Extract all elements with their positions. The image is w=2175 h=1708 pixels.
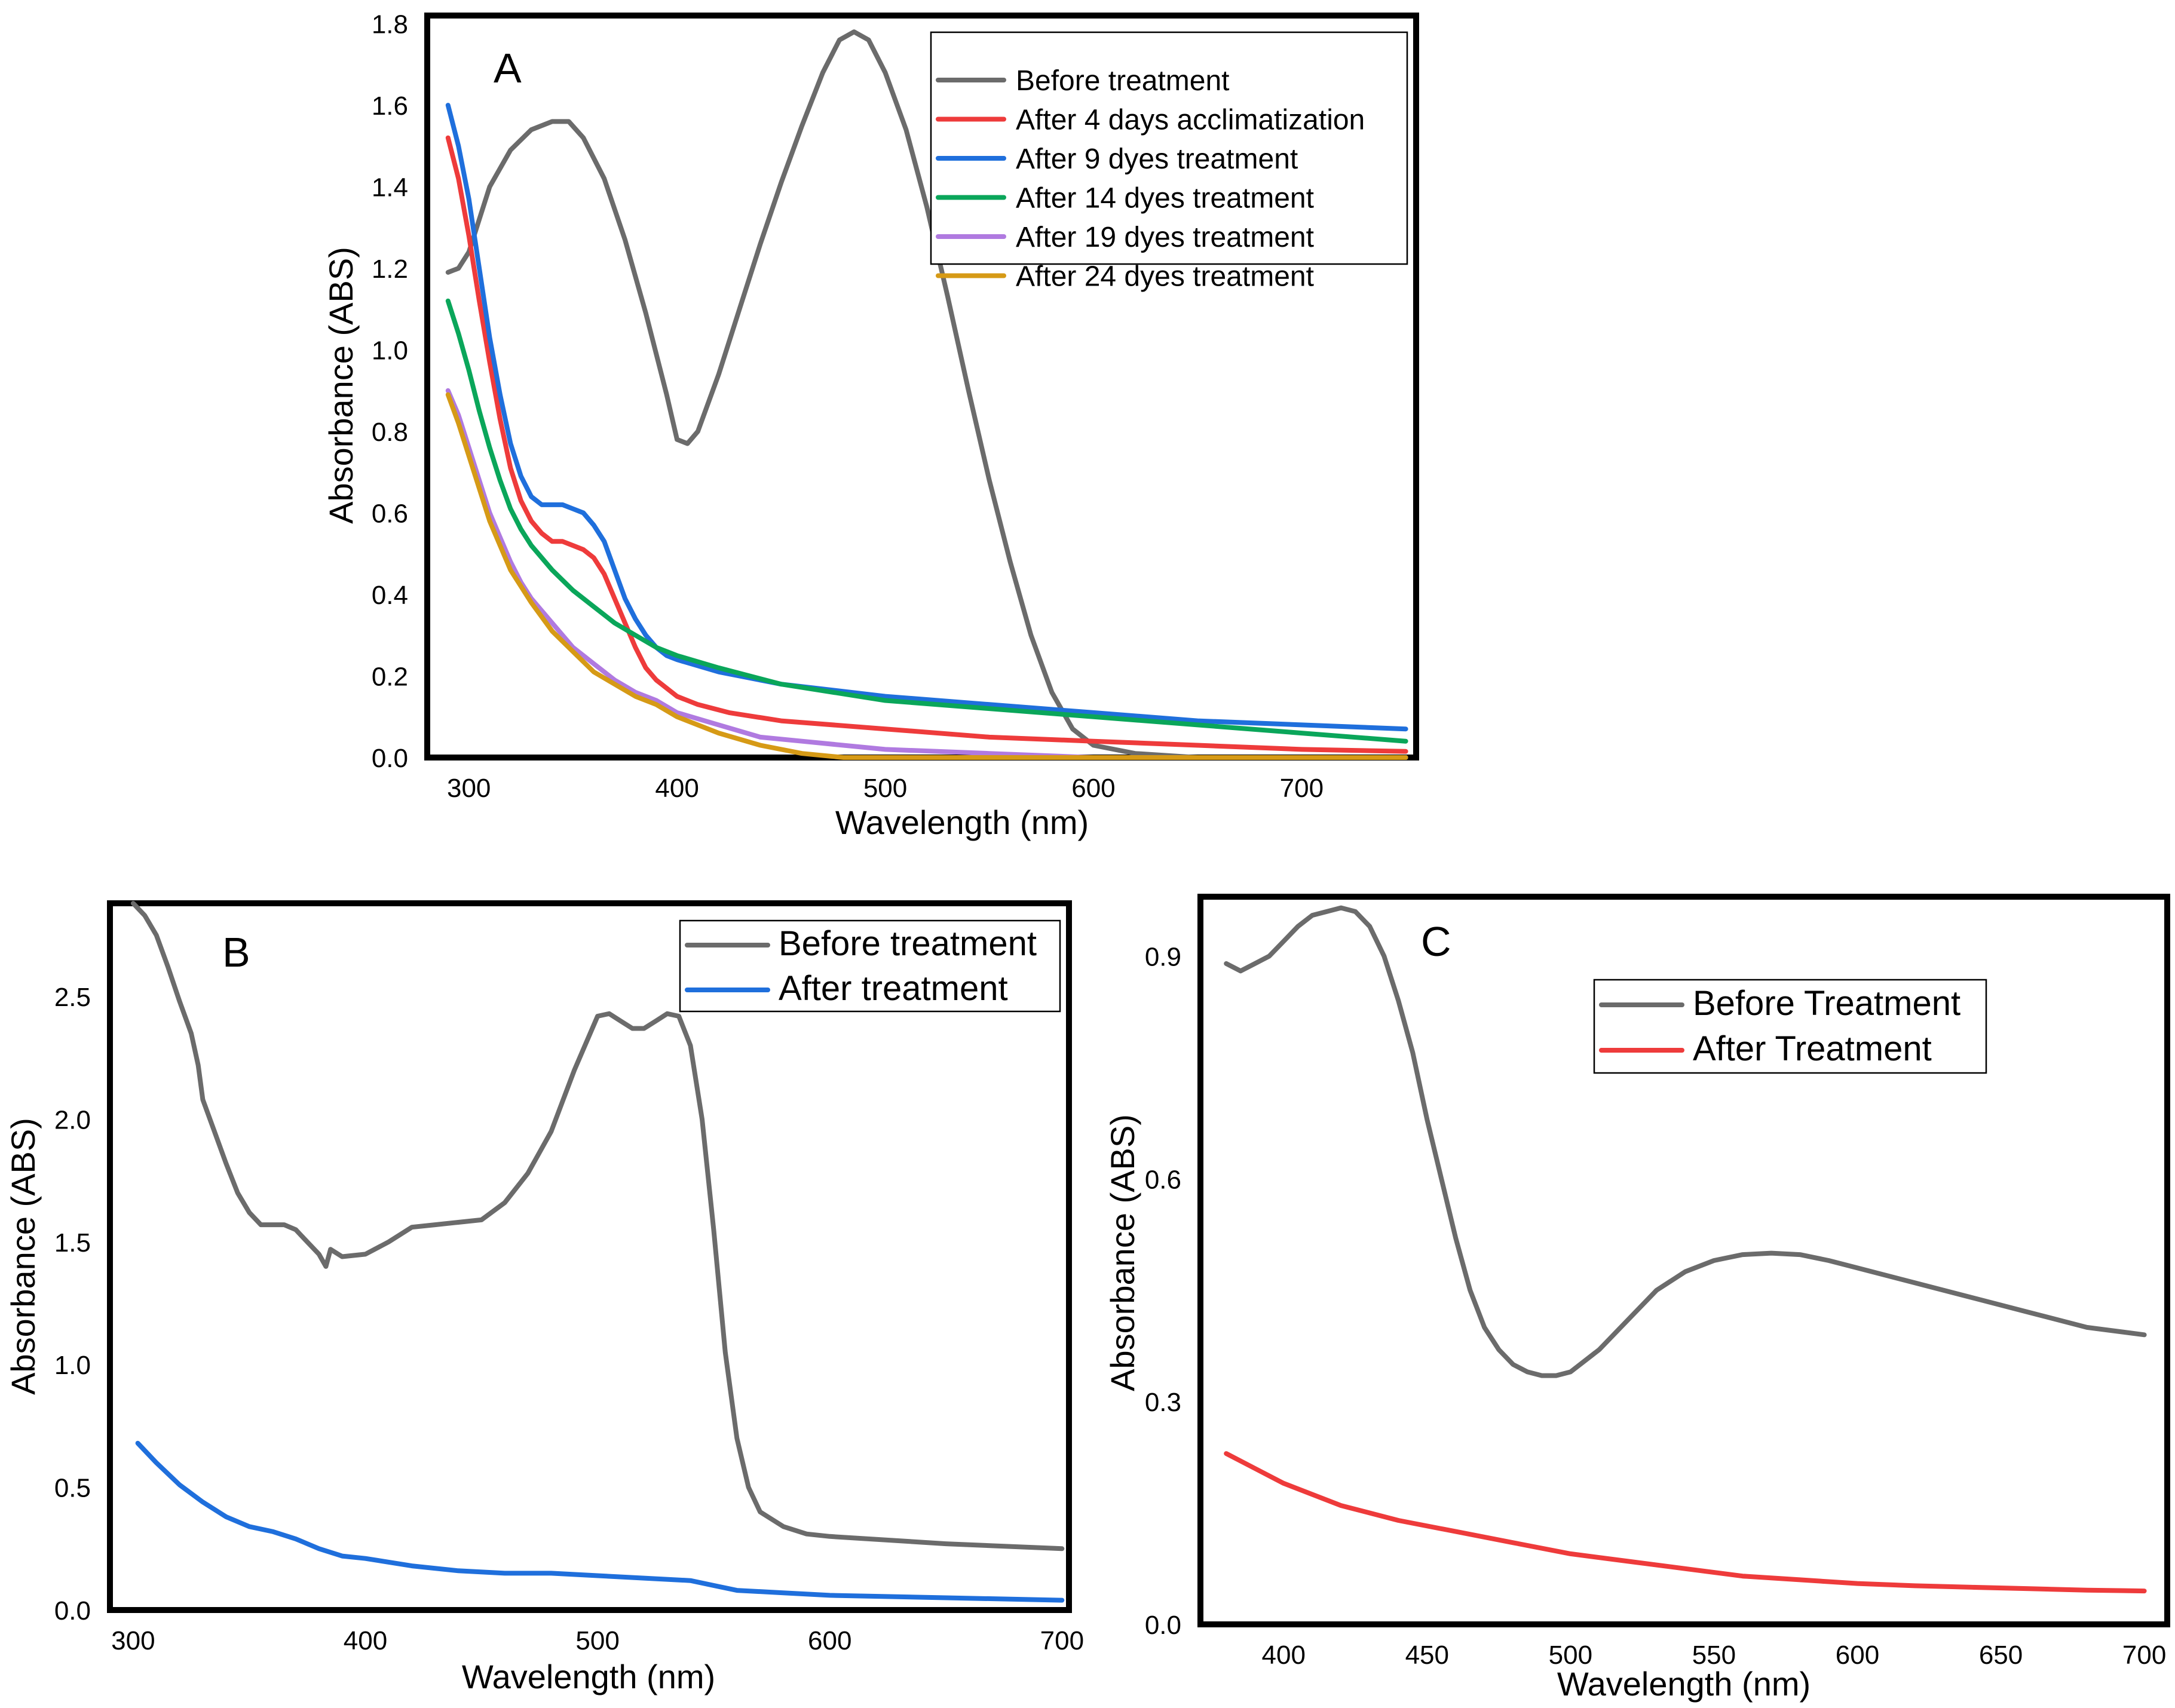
y-tick-label: 1.0	[372, 336, 408, 366]
x-tick-label: 700	[1040, 1626, 1084, 1655]
x-axis-label-c: Wavelength (nm)	[1557, 1665, 1811, 1703]
legend-a: Before treatment After 4 days acclimatiza…	[930, 31, 1408, 293]
panel-label-b: B	[222, 929, 250, 976]
series-line-a-3	[445, 103, 1408, 732]
x-tick-label: 550	[1692, 1640, 1736, 1670]
x-tick-label: 500	[1549, 1640, 1592, 1670]
chart-panel-a: 300 400 500 600 700 0.0 0.2 0.4 0.6 0.8 1.0 1.2 1.4 1…	[322, 10, 1419, 841]
x-axis-label-a: Wavelength (nm)	[835, 804, 1089, 841]
series-line-a-6	[445, 392, 1408, 760]
ticks-a: 300 400 500 600 700 0.0 0.2 0.4 0.6 0.8 1.0 1.2 1.4 1…	[372, 10, 1324, 803]
y-tick-label: 0.6	[1145, 1165, 1181, 1194]
y-tick-label: 0.5	[54, 1474, 91, 1503]
y-tick-label: 0.4	[372, 581, 408, 610]
y-tick-label: 0.6	[372, 499, 408, 529]
x-tick-label: 500	[863, 774, 907, 803]
y-tick-label: 1.6	[372, 91, 408, 121]
y-tick-label: 2.5	[54, 983, 91, 1012]
x-tick-label: 700	[2122, 1640, 2166, 1670]
x-tick-label: 450	[1405, 1640, 1449, 1670]
legend-entry-label: After 24 dyes treatment	[1016, 261, 1314, 293]
legend-box-a	[930, 31, 1408, 265]
legend-box-c	[1593, 979, 1987, 1074]
series-b	[130, 901, 1065, 1603]
x-tick-label: 500	[575, 1626, 619, 1655]
legend-entry-label: After 4 days acclimatization	[1016, 105, 1365, 136]
legend-entry-label: Before Treatment	[1693, 984, 1960, 1023]
x-tick-label: 700	[1280, 774, 1324, 803]
x-axis-label-b: Wavelength (nm)	[462, 1658, 715, 1695]
legend-entry-label: After 19 dyes treatment	[1016, 222, 1314, 253]
legend-entry-label: Before treatment	[779, 924, 1037, 963]
series-c	[1224, 905, 2147, 1594]
y-tick-label: 0.0	[372, 744, 408, 773]
series-line-a-4	[445, 298, 1408, 744]
legend-box-b	[679, 919, 1061, 1013]
x-tick-label: 600	[1836, 1640, 1879, 1670]
panel-label-c: C	[1421, 918, 1451, 965]
series-line-c-1	[1224, 905, 2147, 1378]
x-tick-label: 600	[808, 1626, 851, 1655]
legend-entry-label: After Treatment	[1693, 1029, 1932, 1068]
series-line-b-1	[130, 901, 1065, 1551]
y-tick-label: 0.9	[1145, 942, 1181, 971]
legend-entry-label: Before treatment	[1016, 65, 1230, 97]
panel-label-a: A	[494, 45, 522, 91]
y-axis-label-a: Absorbance (ABS)	[322, 247, 360, 524]
x-tick-label: 400	[655, 774, 699, 803]
y-tick-label: 2.0	[54, 1105, 91, 1134]
chart-panel-c: 400 450 500 550 600 650 700 0.0 0.3 0.6 0.9 C Wave…	[1104, 894, 2170, 1703]
x-tick-label: 400	[344, 1626, 387, 1655]
series-a	[445, 29, 1408, 760]
y-tick-label: 0.2	[372, 663, 408, 692]
y-tick-label: 0.3	[1145, 1388, 1181, 1417]
ticks-b: 300 400 500 600 700 0.0 0.5 1.0 1.5 2.0 2.5	[54, 983, 1084, 1655]
ticks-c: 400 450 500 550 600 650 700 0.0 0.3 0.6 0.9	[1145, 942, 2166, 1670]
y-tick-label: 0.0	[1145, 1611, 1181, 1640]
plot-frame-c	[1197, 894, 2170, 1627]
x-tick-label: 650	[1979, 1640, 2023, 1670]
legend-b: Before treatment After treatment	[679, 919, 1061, 1013]
series-line-a-5	[445, 388, 1408, 760]
y-tick-label: 0.0	[54, 1596, 91, 1626]
series-line-c-2	[1224, 1451, 2147, 1594]
y-axis-label-b: Absorbance (ABS)	[4, 1118, 42, 1395]
chart-panel-b: 300 400 500 600 700 0.0 0.5 1.0 1.5 2.0 2.5 B Wave…	[4, 900, 1084, 1695]
series-line-a-1	[445, 29, 1408, 760]
y-tick-label: 1.5	[54, 1228, 91, 1258]
y-tick-label: 1.4	[372, 173, 408, 203]
x-tick-label: 300	[111, 1626, 155, 1655]
legend-entry-label: After 9 dyes treatment	[1016, 143, 1298, 175]
y-tick-label: 1.8	[372, 10, 408, 39]
legend-c: Before Treatment After Treatment	[1593, 979, 1987, 1074]
x-tick-label: 300	[447, 774, 491, 803]
x-tick-label: 400	[1262, 1640, 1306, 1670]
y-tick-label: 1.0	[54, 1351, 91, 1380]
series-line-b-2	[135, 1440, 1065, 1603]
x-tick-label: 600	[1071, 774, 1115, 803]
y-tick-label: 1.2	[372, 254, 408, 284]
y-tick-label: 0.8	[372, 418, 408, 447]
legend-entry-label: After 14 dyes treatment	[1016, 183, 1314, 214]
y-axis-label-c: Absorbance (ABS)	[1104, 1114, 1141, 1391]
series-line-a-2	[445, 135, 1408, 754]
legend-entry-label: After treatment	[779, 969, 1008, 1008]
plot-frame-b	[107, 900, 1072, 1613]
